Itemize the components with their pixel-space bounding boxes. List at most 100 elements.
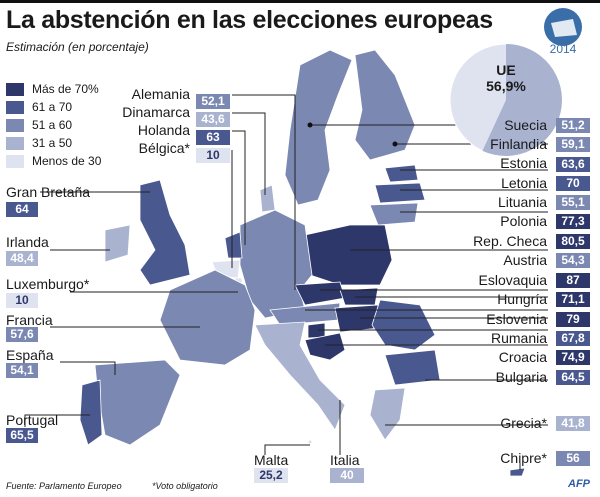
label-croacia: Croacia <box>498 349 547 365</box>
country-croacia <box>304 332 346 361</box>
value-bulgaria: 64,5 <box>556 370 590 385</box>
label-bulgaria: Bulgaria <box>495 369 547 385</box>
label-malta: Malta <box>254 452 289 468</box>
legend-item: Menos de 30 <box>6 152 101 170</box>
label-eslovenia: Eslovenia <box>486 311 547 327</box>
eu-total: UE 56,9% <box>476 62 536 94</box>
value-lituania: 55,1 <box>556 195 590 210</box>
value-finlandia: 59,1 <box>556 137 590 152</box>
value-croacia: 74,9 <box>556 350 590 365</box>
value-estonia: 63,6 <box>556 157 590 172</box>
legend-swatch <box>6 136 24 150</box>
legend-label: 51 a 60 <box>32 118 73 132</box>
country-espana <box>94 359 181 446</box>
value-portugal: 65,5 <box>6 428 38 443</box>
value-holanda: 63 <box>196 130 230 145</box>
legend-swatch <box>6 154 24 168</box>
value-francia: 57,6 <box>6 327 38 342</box>
legend: Más de 70% 61 a 70 51 a 60 31 a 50 Menos… <box>6 80 101 170</box>
label-chipre: Chipre* <box>500 450 547 466</box>
value-austria: 54,3 <box>556 253 590 268</box>
country-estonia <box>384 164 419 183</box>
label-rumania: Rumania <box>490 330 547 346</box>
afp-logo: AFP <box>568 478 590 490</box>
country-polonia <box>304 224 393 286</box>
legend-label: Menos de 30 <box>32 154 102 168</box>
source-note: Fuente: Parlamento Europeo <box>6 481 122 491</box>
value-suecia: 51,2 <box>556 118 590 133</box>
label-portugal: Portugal <box>6 412 59 428</box>
label-lituania: Lituania <box>497 194 547 210</box>
eu-abstention-slice <box>482 44 562 156</box>
country-malta <box>307 439 313 445</box>
country-irlanda <box>104 224 131 263</box>
label-hungria: Hungría <box>497 291 547 307</box>
value-irlanda: 48,4 <box>6 251 38 266</box>
legend-swatch <box>6 82 24 96</box>
label-espana: España <box>6 347 54 363</box>
label-letonia: Letonia <box>501 175 547 191</box>
eu-pie-chart <box>449 43 563 157</box>
label-polonia: Polonia <box>500 213 547 229</box>
value-hungria: 71,1 <box>556 292 590 307</box>
value-granbretana: 64 <box>6 202 38 217</box>
legend-label: Más de 70% <box>32 82 99 96</box>
legend-label: 61 a 70 <box>32 100 73 114</box>
country-lituania <box>369 202 419 226</box>
value-grecia: 41,8 <box>556 416 590 431</box>
label-holanda: Holanda <box>137 122 190 138</box>
country-letonia <box>374 182 426 204</box>
svg-text:2014: 2014 <box>550 42 577 55</box>
label-granbretana: Gran Bretaña <box>6 184 91 200</box>
legend-item: 61 a 70 <box>6 98 101 116</box>
country-dinamarca <box>259 184 276 213</box>
value-rumania: 67,8 <box>556 331 590 346</box>
label-austria: Austria <box>503 252 547 268</box>
label-dinamarca: Dinamarca <box>122 104 190 120</box>
label-luxemburgo: Luxemburgo* <box>6 276 90 292</box>
legend-item: Más de 70% <box>6 80 101 98</box>
country-finlandia <box>354 49 416 161</box>
value-alemania: 52,1 <box>196 94 230 109</box>
country-suecia <box>284 49 353 206</box>
value-polonia: 77,3 <box>556 214 590 229</box>
country-grecia <box>369 387 406 441</box>
value-repcheca: 80,5 <box>556 234 590 249</box>
legend-item: 51 a 60 <box>6 116 101 134</box>
country-holanda <box>224 231 243 259</box>
value-malta: 25,2 <box>254 468 288 483</box>
legend-swatch <box>6 118 24 132</box>
label-repcheca: Rep. Checa <box>473 233 547 249</box>
legend-item: 31 a 50 <box>6 134 101 152</box>
label-francia: Francia <box>6 312 53 328</box>
country-rumania <box>371 299 436 351</box>
label-eslovaquia: Eslovaquia <box>478 272 548 288</box>
top-rule <box>0 0 600 3</box>
value-luxemburgo: 10 <box>6 293 38 308</box>
value-belgica: 10 <box>196 148 230 163</box>
eu-label: UE <box>496 62 516 78</box>
value-eslovenia: 79 <box>556 312 590 327</box>
label-italia: Italia <box>330 452 360 468</box>
page-title: La abstención en las elecciones europeas <box>6 6 493 34</box>
label-estonia: Estonia <box>500 155 547 171</box>
label-grecia: Grecia* <box>500 415 547 431</box>
elections-2014-logo: 2014 <box>544 8 582 55</box>
compulsory-vote-note: *Voto obligatorio <box>152 481 218 491</box>
eu-value: 56,9% <box>486 78 526 94</box>
legend-swatch <box>6 100 24 114</box>
label-suecia: Suecia <box>504 117 547 133</box>
value-espana: 54,1 <box>6 363 38 378</box>
country-granbretana <box>139 179 191 286</box>
label-irlanda: Irlanda <box>6 234 49 250</box>
country-portugal <box>79 379 103 446</box>
value-letonia: 70 <box>556 176 590 191</box>
label-belgica: Bélgica* <box>138 140 190 156</box>
legend-label: 31 a 50 <box>32 136 73 150</box>
value-eslovaquia: 87 <box>556 273 590 288</box>
value-chipre: 56 <box>556 451 590 466</box>
value-dinamarca: 43,6 <box>196 112 230 127</box>
country-francia <box>159 269 256 366</box>
country-chipre <box>509 467 526 477</box>
